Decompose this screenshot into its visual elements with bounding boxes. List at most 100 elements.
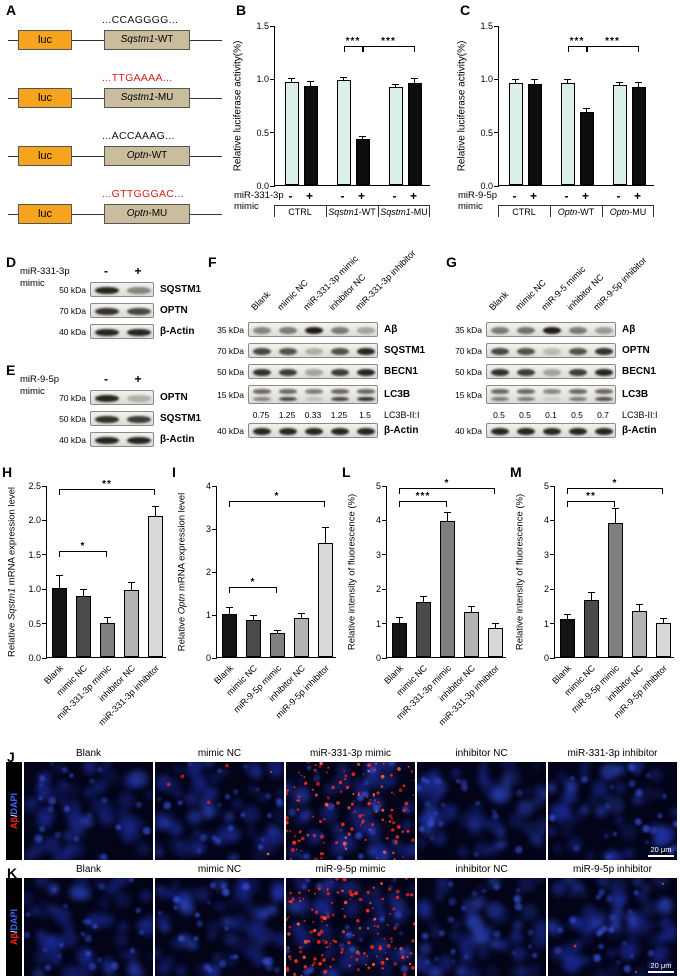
kda-marker: 50 kDa <box>217 366 244 377</box>
bar <box>508 82 523 185</box>
y-tick-label: 1.5 <box>28 549 41 560</box>
panel-f-western-blot: Blank mimic NC miR-331-3p mimic inhibitor N… <box>206 248 442 460</box>
lane-sign: - <box>104 372 108 386</box>
channel-label-strip: Aβ/DAPI <box>6 762 22 860</box>
group-divider <box>429 205 430 217</box>
gene-suffix: -WT <box>148 150 168 161</box>
group-divider <box>498 205 499 217</box>
protein-band <box>490 368 510 377</box>
protein-band <box>594 347 614 356</box>
protein-label: BECN1 <box>384 365 418 377</box>
panel-e-western-blot: miR-9-5p mimic - +70 kDa OPTN 50 kDa SQSTM1 4… <box>6 360 204 460</box>
significance-label: *** <box>415 491 431 503</box>
mimic-sign: + <box>305 189 313 203</box>
group-label-rest: -MU <box>629 207 647 217</box>
mimic-sign: - <box>616 189 621 203</box>
bar <box>487 627 503 657</box>
bar <box>123 589 139 657</box>
error-bar-cap <box>563 614 571 616</box>
bar <box>559 619 575 657</box>
protein-band <box>278 326 298 335</box>
lc3b-ratio-value: 0.7 <box>597 410 609 420</box>
group-label-gene: Optn <box>609 207 630 217</box>
kda-marker: 70 kDa <box>59 392 86 403</box>
gene-box: Sqstm1-WT <box>104 30 190 50</box>
blot-strip <box>486 385 616 404</box>
micrograph-column-label: miR-331-3p inhibitor <box>567 748 658 759</box>
protein-band <box>542 347 562 356</box>
lc3b-ratio-value: 0.33 <box>304 410 322 420</box>
lane-label: Blank <box>249 289 273 313</box>
significance-label: * <box>444 477 450 489</box>
error-bar <box>638 82 639 87</box>
mimic-sign: + <box>409 189 417 203</box>
protein-label: OPTN <box>622 344 650 356</box>
protein-band <box>127 394 151 403</box>
bar <box>269 633 285 657</box>
protein-band <box>542 326 562 335</box>
panel-k-micrographs: Blank mimic NC miR-9-5p mimic inhibitor NC m… <box>0 864 680 978</box>
error-bar-cap <box>512 79 519 81</box>
protein-band <box>252 389 272 394</box>
panel-g-western-blot: Blank mimic NC miR-9-5 mimic inhibitor NC mi… <box>444 252 680 460</box>
protein-band <box>516 389 536 394</box>
error-bar <box>398 618 400 623</box>
protein-band <box>127 328 151 337</box>
panel-d-western-blot: miR-331-3p mimic - +50 kDa SQSTM1 70 kDa OPT… <box>6 252 204 358</box>
group-label: Sqstm1-MU <box>378 207 430 217</box>
mimic-sign: - <box>392 189 397 203</box>
panel-b-y-axis-label: Relative luciferase activity(%) <box>232 40 244 172</box>
protein-band <box>542 427 562 436</box>
error-bar-cap <box>411 78 418 80</box>
scale-bar: 20 μm <box>648 846 674 857</box>
scale-bar: 20 μm <box>648 962 674 973</box>
micrograph-column-label: mimic NC <box>197 748 242 759</box>
panel-label-c: C <box>460 2 471 18</box>
gene-box: Optn-WT <box>104 146 190 166</box>
panel-d-title-line1: miR-331-3p <box>20 266 70 277</box>
bar <box>99 622 115 657</box>
protein-band <box>356 427 376 436</box>
panel-label-j: J <box>7 749 15 765</box>
micrograph-column-label: mimic NC <box>197 864 242 875</box>
bar <box>655 622 671 657</box>
error-bar-cap <box>587 592 595 594</box>
error-bar-cap <box>103 617 111 619</box>
y-tick-label: 1.0 <box>256 74 269 85</box>
micrograph <box>24 878 153 976</box>
significance-bracket <box>567 501 615 508</box>
blot-strip <box>90 432 154 447</box>
protein-band <box>95 415 119 424</box>
protein-band <box>594 396 614 401</box>
scale-bar-text: 20 μm <box>650 845 672 854</box>
blot-strip <box>248 364 378 379</box>
group-axis-line <box>274 205 430 206</box>
error-bar <box>619 82 620 85</box>
bar <box>75 596 91 657</box>
kda-marker: 50 kDa <box>59 284 86 295</box>
micrograph <box>155 878 284 976</box>
y-tick <box>212 657 217 659</box>
gene-name: Sqstm1 <box>120 34 155 45</box>
error-bar-cap <box>79 588 87 590</box>
lane-sign: + <box>134 372 142 386</box>
protein-label: OPTN <box>160 391 188 403</box>
y-tick-label: 2 <box>375 584 381 595</box>
protein-band <box>568 347 588 356</box>
micrograph-column-label: Blank <box>75 748 101 759</box>
bar <box>439 521 455 657</box>
group-label-rest: CTRL <box>288 207 312 217</box>
channel-abeta-label: Aβ <box>9 933 19 946</box>
y-tick-label: 3 <box>205 524 211 534</box>
y-tick-label: 3 <box>375 549 381 560</box>
bar <box>527 83 542 185</box>
y-tick <box>212 571 217 573</box>
channel-separator: / <box>9 814 19 818</box>
y-tick <box>42 554 47 556</box>
protein-band <box>356 368 376 377</box>
panel-label-b: B <box>236 2 247 18</box>
error-bar <box>130 582 132 590</box>
protein-label: β-Actin <box>622 424 657 436</box>
protein-band <box>95 436 119 445</box>
